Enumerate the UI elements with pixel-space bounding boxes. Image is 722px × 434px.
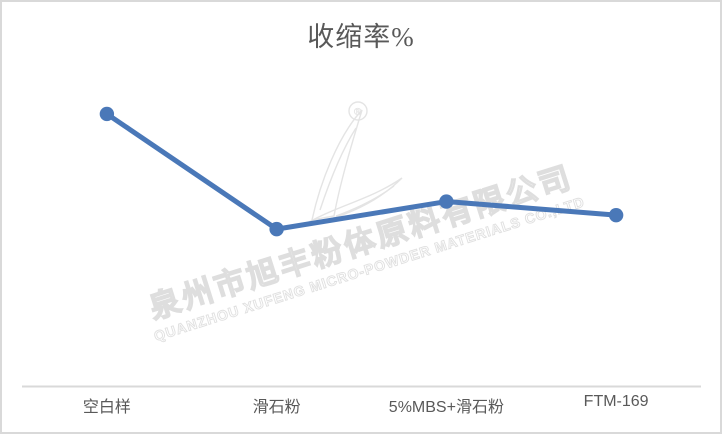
data-point-marker [439,194,454,209]
watermark-logo-swoosh-icon: ® [301,101,403,227]
data-point-marker [608,207,624,223]
data-point-marker [269,221,284,237]
x-axis-label: FTM-169 [583,393,649,410]
chart-title: 收缩率% [307,22,415,52]
data-series-line [104,111,619,232]
x-axis-label: 5%MBS+滑石粉 [388,399,504,416]
x-axis-label: 滑石粉 [252,399,301,416]
registered-trademark-icon: ® [354,107,362,118]
x-axis-label: 空白样 [82,399,131,416]
data-point-marker [99,106,115,122]
